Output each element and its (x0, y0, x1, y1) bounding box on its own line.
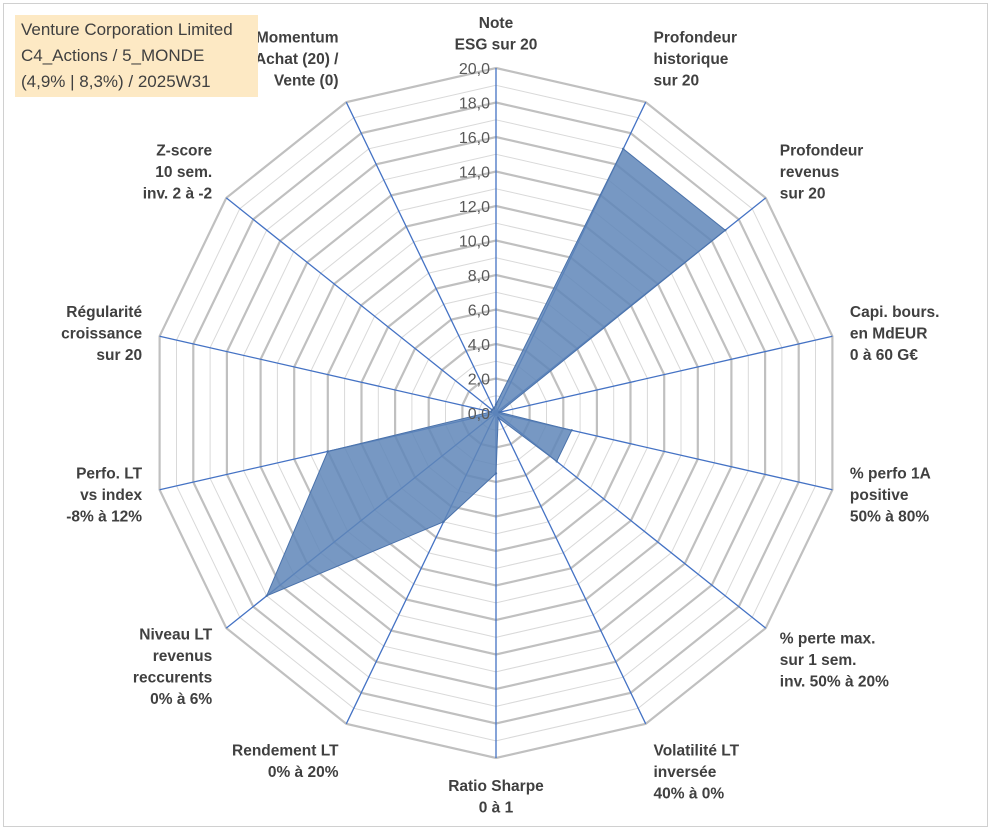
axis-label-line: sur 20 (780, 186, 826, 203)
series-point (570, 429, 573, 432)
axis-label-line: % perfo 1A (850, 466, 931, 483)
series-point (724, 229, 727, 232)
axis-label: Niveau LT revenus reccurents 0% à 6% (133, 626, 213, 708)
series-point (622, 147, 625, 150)
tick-label: 10,0 (459, 234, 490, 251)
axis-label: Capi. bours. en MdEUR 0 à 60 G€ (850, 304, 940, 364)
axis-label-line: sur 20 (96, 347, 142, 364)
axis-label-line: revenus (153, 648, 212, 665)
axis-label-line: Profondeur (654, 30, 738, 47)
axis-label: % perfo 1A positive 50% à 80% (850, 466, 931, 526)
title-company: Venture Corporation Limited (21, 20, 233, 39)
axis-label: Profondeur historique sur 20 (654, 30, 738, 90)
tick-label: 18,0 (459, 96, 490, 113)
axis-label-line: Note (479, 15, 514, 32)
axis-spoke (225, 197, 497, 414)
tick-label: 16,0 (459, 130, 490, 147)
axis-label-line: -8% à 12% (66, 509, 142, 526)
axis-label-line: Z-score (156, 143, 212, 160)
tick-label: 20,0 (459, 61, 490, 78)
axis-label-line: Volatilité LT (654, 742, 740, 759)
axis-label-line: inv. 2 à -2 (143, 186, 213, 203)
axis-label-line: Achat (20) / (255, 51, 339, 68)
tick-label: 8,0 (468, 268, 490, 285)
series-point (497, 416, 500, 419)
axis-label-line: Momentum (256, 30, 339, 47)
title-category: C4_Actions / 5_MONDE (21, 46, 205, 65)
tick-label: 12,0 (459, 199, 490, 216)
radar-axis-labels: Note ESG sur 20 Profondeur historique sur 20… (61, 15, 939, 817)
series-point (326, 450, 329, 453)
series-point (489, 410, 493, 413)
axis-spoke (495, 412, 647, 725)
tick-label: 0,0 (468, 406, 490, 423)
axis-label-line: Rendement LT (232, 742, 339, 759)
axis-label-line: Profondeur (780, 143, 864, 160)
axis-label-line: inversée (654, 764, 717, 781)
radar-series (265, 147, 727, 597)
tick-label: 14,0 (459, 165, 490, 182)
axis-label-line: ESG sur 20 (455, 37, 538, 54)
title-period: (4,9% | 8,3%) / 2025W31 (21, 72, 211, 91)
axis-label-line: Régularité (66, 304, 142, 321)
axis-label: Ratio Sharpe 0 à 1 (448, 778, 544, 817)
axis-label: Rendement LT 0% à 20% (232, 742, 339, 781)
series-point (555, 460, 558, 463)
axis-label-line: 0% à 20% (268, 764, 339, 781)
axis-label-line: % perte max. (780, 631, 876, 648)
tick-label: 4,0 (468, 337, 490, 354)
series-point (265, 594, 268, 597)
series-point (442, 520, 445, 523)
axis-label-line: 0 à 60 G€ (850, 347, 918, 364)
series-point (490, 408, 494, 411)
tick-label: 6,0 (468, 303, 490, 320)
radar-chart: 0,02,04,06,08,010,012,014,016,018,020,0 … (61, 15, 939, 817)
axis-spoke (159, 335, 497, 414)
axis-label: Régularité croissance sur 20 (61, 304, 142, 364)
axis-label-line: 0 à 1 (479, 800, 514, 817)
axis-label-line: Ratio Sharpe (448, 778, 544, 795)
tick-label: 2,0 (468, 372, 490, 389)
axis-label: Note ESG sur 20 (455, 15, 538, 54)
axis-label-line: Perfo. LT (76, 466, 143, 483)
axis-label-line: Vente (0) (274, 73, 339, 90)
axis-label-line: sur 20 (654, 73, 700, 90)
chart-frame: 0,0 2,0 4,0 6,0 8,0 10,0 12,0 14,0 16,0 18,0 20,0 … (3, 3, 988, 827)
series-point (494, 472, 498, 475)
axis-label: Z-score 10 sem. inv. 2 à -2 (143, 143, 213, 203)
axis-label-line: positive (850, 487, 909, 504)
series-point (492, 407, 495, 410)
axis-label-line: vs index (80, 487, 142, 504)
series-point (494, 403, 498, 406)
axis-label: Profondeur revenus sur 20 (780, 143, 864, 203)
axis-label: Momentum Achat (20) / Vente (0) (255, 30, 339, 90)
radar-tick-labels: 0,0 2,0 4,0 6,0 8,0 10,0 12,0 14,0 16,0 18,0 20,0 (459, 61, 490, 423)
axis-label-line: sur 1 sem. (780, 652, 857, 669)
axis-label-line: croissance (61, 326, 142, 343)
axis-label-line: 10 sem. (155, 164, 212, 181)
axis-spoke (345, 101, 497, 414)
axis-label-line: 40% à 0% (654, 785, 725, 802)
axis-label-line: Capi. bours. (850, 304, 940, 321)
axis-label-line: 0% à 6% (150, 691, 212, 708)
axis-label-line: inv. 50% à 20% (780, 674, 889, 691)
axis-label-line: Niveau LT (139, 626, 212, 643)
axis-label: % perte max. sur 1 sem. inv. 50% à 20% (780, 631, 889, 691)
axis-label: Volatilité LT inversée 40% à 0% (654, 742, 740, 802)
chart-title-box: Venture Corporation Limited C4_Actions /… (15, 15, 258, 97)
series-point (498, 411, 501, 414)
axis-spoke (495, 335, 833, 414)
axis-label-line: en MdEUR (850, 326, 928, 343)
axis-label-line: reccurents (133, 669, 212, 686)
axis-label-line: revenus (780, 164, 839, 181)
axis-label-line: historique (654, 51, 729, 68)
axis-label: Perfo. LT vs index -8% à 12% (66, 466, 142, 526)
axis-label-line: 50% à 80% (850, 509, 929, 526)
